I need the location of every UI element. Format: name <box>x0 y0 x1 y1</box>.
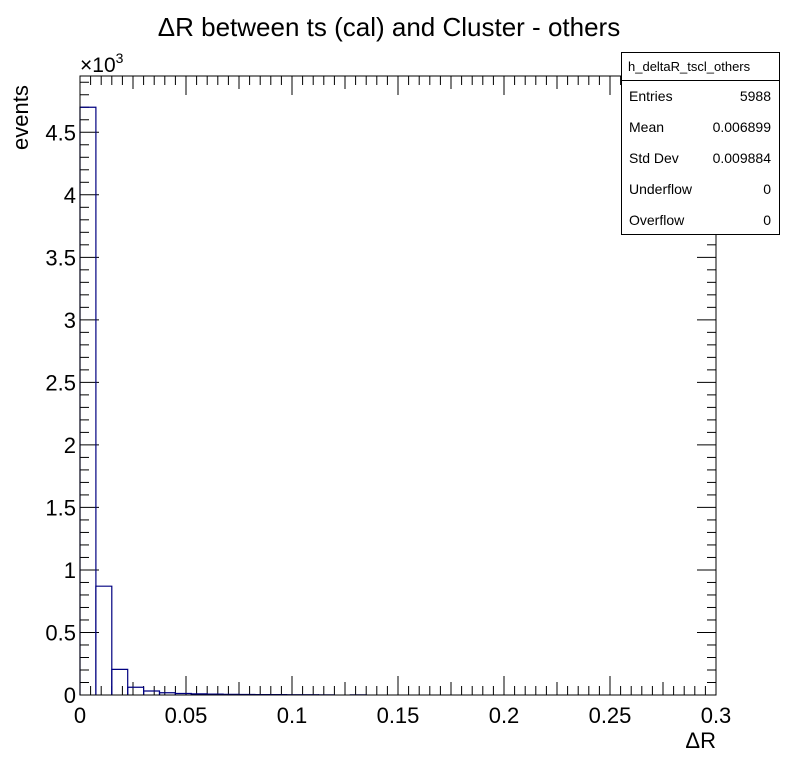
y-tick-label: 3.5 <box>45 245 76 270</box>
stats-row-overflow: Overflow 0 <box>622 205 779 236</box>
x-axis-label: ΔR <box>685 728 716 753</box>
y-tick-label: 2.5 <box>45 370 76 395</box>
stats-histogram-name: h_deltaR_tscl_others <box>622 53 779 81</box>
stats-label: Std Dev <box>629 150 679 166</box>
stats-value: 0 <box>763 181 771 197</box>
histogram-bin <box>95 585 113 695</box>
x-tick-label: 0 <box>74 703 86 728</box>
y-axis-multiplier: ×103 <box>80 50 124 77</box>
stats-label: Underflow <box>629 181 693 197</box>
stats-box: h_deltaR_tscl_others Entries 5988 Mean 0… <box>621 52 780 235</box>
histogram-bin <box>143 690 161 695</box>
y-tick-label: 1 <box>64 558 76 583</box>
stats-value: 5988 <box>739 88 771 104</box>
x-tick-label: 0.3 <box>701 703 732 728</box>
stats-value: 0.006899 <box>712 119 771 135</box>
stats-label: Mean <box>629 119 665 135</box>
y-tick-label: 1.5 <box>45 495 76 520</box>
chart-title: ΔR between ts (cal) and Cluster - others <box>158 12 620 42</box>
y-axis-label: events <box>8 85 33 150</box>
y-tick-label: 4.5 <box>45 120 76 145</box>
x-tick-label: 0.2 <box>489 703 520 728</box>
y-tick-label: 0.5 <box>45 620 76 645</box>
histogram-series <box>79 106 367 696</box>
stats-row-underflow: Underflow 0 <box>622 174 779 205</box>
y-tick-label: 4 <box>64 183 76 208</box>
plot-frame <box>79 75 717 696</box>
stats-label: Entries <box>629 88 673 104</box>
stats-value: 0 <box>763 212 771 228</box>
y-tick-label: 2 <box>64 433 76 458</box>
stats-label: Overflow <box>629 212 685 228</box>
histogram-bin <box>79 106 97 695</box>
x-tick-label: 0.1 <box>277 703 308 728</box>
histogram-bin <box>111 668 129 695</box>
tick-labels: 0 0.05 0.1 0.15 0.2 0.25 0.3 0 0.5 1 1.5 2 2.5 3 3.5 4 4… <box>45 120 731 728</box>
x-tick-label: 0.15 <box>377 703 420 728</box>
x-tick-label: 0.25 <box>589 703 632 728</box>
y-tick-label: 3 <box>64 308 76 333</box>
histogram-bin <box>127 686 145 695</box>
stats-value: 0.009884 <box>712 150 771 166</box>
y-tick-label: 0 <box>64 683 76 708</box>
stats-row-mean: Mean 0.006899 <box>622 112 779 143</box>
stats-row-stddev: Std Dev 0.009884 <box>622 143 779 174</box>
stats-row-entries: Entries 5988 <box>622 81 779 112</box>
x-tick-label: 0.05 <box>165 703 208 728</box>
